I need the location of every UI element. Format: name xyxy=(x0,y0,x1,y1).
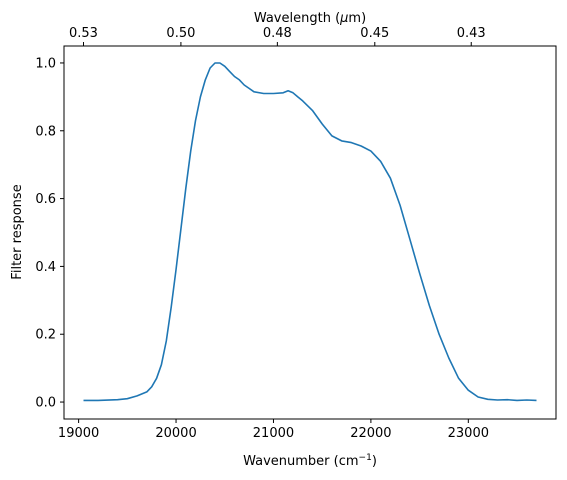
y-tick-label: 0.0 xyxy=(35,396,56,411)
series-line xyxy=(83,62,537,402)
y-tick-label: 0.6 xyxy=(35,192,56,207)
x-tick-label: 23000 xyxy=(448,426,489,441)
top-x-tick-label: 0.53 xyxy=(69,26,98,41)
top-x-tick-label: 0.45 xyxy=(360,26,389,41)
y-tick-label: 1.0 xyxy=(35,56,56,71)
top-x-axis-title: Wavelength (μm) xyxy=(254,11,366,26)
y-tick-label: 0.8 xyxy=(35,124,56,139)
y-tick-label: 0.4 xyxy=(35,260,56,275)
ticks-group: 19000 20000 21000 22000 23000 0.0 0.2 0.4 0.6 0.8… xyxy=(35,26,489,441)
y-tick-label: 0.2 xyxy=(35,328,56,343)
y-axis-title: Filter response xyxy=(10,184,25,279)
x-tick-label: 20000 xyxy=(155,426,196,441)
x-tick-label: 19000 xyxy=(58,426,99,441)
top-x-tick-label: 0.43 xyxy=(457,26,486,41)
top-x-tick-label: 0.50 xyxy=(166,26,195,41)
plot-frame xyxy=(63,45,557,420)
top-x-tick-label: 0.48 xyxy=(263,26,292,41)
x-tick-label: 21000 xyxy=(253,426,294,441)
x-tick-label: 22000 xyxy=(350,426,391,441)
x-axis-title: Wavenumber (cm−1) xyxy=(243,453,377,469)
